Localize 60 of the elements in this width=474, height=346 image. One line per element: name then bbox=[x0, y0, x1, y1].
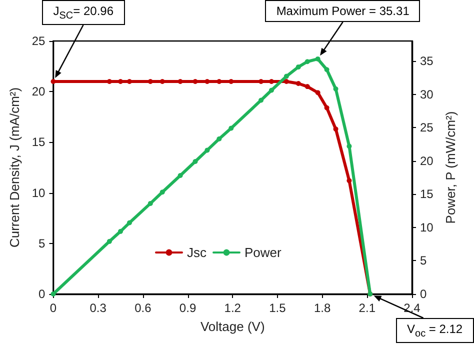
y2-tick-label: 25 bbox=[420, 120, 434, 135]
text: Maximum Power = 35.31 bbox=[265, 0, 420, 22]
point bbox=[284, 74, 289, 79]
point bbox=[258, 98, 264, 103]
y2-tick-label: 0 bbox=[420, 287, 427, 301]
x-tick-label: 2.1 bbox=[358, 301, 376, 315]
legend-label: Jsc bbox=[187, 245, 207, 260]
text: J$_{SC}$= 20.96 bbox=[42, 0, 125, 26]
x-axis-title: Voltage (V) bbox=[200, 319, 265, 334]
point bbox=[160, 190, 165, 195]
point bbox=[304, 84, 310, 90]
point bbox=[192, 78, 198, 84]
y-axis-title: Current Density, J (mA/cm²) bbox=[7, 87, 22, 248]
y2-tick-label: 30 bbox=[420, 87, 434, 102]
point bbox=[216, 136, 222, 142]
point bbox=[304, 59, 310, 64]
point bbox=[268, 88, 274, 93]
text: V$_{oc}$ = 2.12 bbox=[396, 318, 474, 344]
point bbox=[118, 228, 124, 234]
x-tick-label: 0.9 bbox=[179, 301, 196, 315]
point bbox=[346, 178, 352, 184]
point bbox=[216, 78, 222, 84]
legend-label: Power bbox=[244, 245, 282, 260]
x-tick-label: 0.6 bbox=[134, 301, 152, 315]
y2-tick-label: 10 bbox=[420, 220, 434, 234]
y-tick-label: 20 bbox=[32, 84, 46, 99]
y-tick-label: 5 bbox=[38, 236, 46, 250]
x-tick-label: 0.3 bbox=[90, 301, 107, 315]
point bbox=[148, 200, 153, 206]
point bbox=[192, 159, 198, 164]
point bbox=[178, 172, 183, 178]
y2-axis-title: Power, P (mW/cm²) bbox=[443, 111, 458, 224]
y2-tick-label: 5 bbox=[420, 254, 427, 268]
x-tick-label: 1.5 bbox=[269, 301, 286, 315]
x-tick-label: 1.8 bbox=[314, 301, 331, 315]
point bbox=[296, 81, 301, 86]
y-tick-label: 0 bbox=[38, 287, 46, 301]
point bbox=[315, 56, 320, 62]
point bbox=[333, 86, 338, 92]
point bbox=[178, 78, 183, 84]
point bbox=[204, 148, 210, 153]
y2-tick-label: 15 bbox=[420, 187, 434, 202]
y2-tick-label: 20 bbox=[420, 154, 434, 168]
point bbox=[50, 78, 56, 84]
x-tick-label: 1.2 bbox=[224, 301, 242, 315]
point bbox=[228, 126, 234, 131]
point bbox=[346, 144, 352, 149]
y-tick-label: 25 bbox=[32, 34, 46, 48]
point bbox=[204, 78, 210, 84]
y-tick-label: 10 bbox=[32, 186, 46, 200]
y-tick-label: 15 bbox=[32, 135, 46, 150]
y2-tick-label: 35 bbox=[420, 54, 434, 68]
point bbox=[315, 90, 320, 96]
x-tick-label: 0 bbox=[50, 301, 57, 315]
point bbox=[324, 105, 330, 110]
point bbox=[324, 67, 330, 72]
point bbox=[106, 238, 112, 244]
point bbox=[296, 64, 301, 70]
point bbox=[333, 126, 338, 132]
point bbox=[126, 220, 132, 226]
